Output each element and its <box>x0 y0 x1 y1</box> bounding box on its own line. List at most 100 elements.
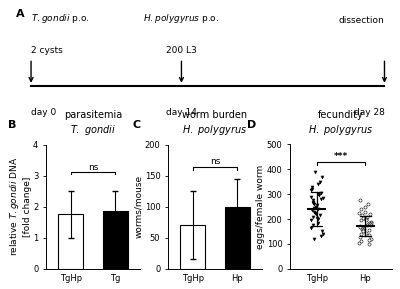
Point <box>357 235 363 239</box>
Point <box>366 233 372 238</box>
Text: ***: *** <box>334 152 348 161</box>
Point <box>311 202 318 206</box>
Point <box>363 230 369 235</box>
Point <box>366 221 372 225</box>
Point <box>308 218 314 223</box>
Point <box>360 225 366 230</box>
Point <box>319 232 326 236</box>
Point <box>366 242 372 246</box>
Point <box>359 227 366 231</box>
Point <box>312 170 318 174</box>
Text: dissection: dissection <box>339 16 384 25</box>
Point <box>318 197 324 201</box>
Text: day 14: day 14 <box>166 108 197 117</box>
Point <box>318 191 324 195</box>
Text: A: A <box>16 9 25 19</box>
Point <box>364 202 371 206</box>
Point <box>315 221 321 225</box>
Text: D: D <box>247 120 256 130</box>
Point <box>358 232 364 236</box>
Point <box>360 228 367 233</box>
Point <box>356 210 363 215</box>
Point <box>316 179 323 184</box>
Bar <box>58 214 83 269</box>
Text: 200 L3: 200 L3 <box>166 46 197 55</box>
Point <box>319 229 326 234</box>
Point <box>368 219 374 224</box>
Point <box>356 240 362 245</box>
Point <box>358 218 364 223</box>
Text: worm burden: worm burden <box>182 110 248 120</box>
Point <box>366 227 373 232</box>
Text: $\it{T.\ gondii}$: $\it{T.\ gondii}$ <box>70 123 116 137</box>
Point <box>364 214 370 219</box>
Point <box>362 209 368 214</box>
Point <box>357 198 364 203</box>
Point <box>308 225 314 230</box>
Point <box>313 212 319 216</box>
Text: C: C <box>132 120 140 130</box>
Point <box>313 204 319 209</box>
Point <box>310 199 316 204</box>
Point <box>320 196 326 200</box>
Point <box>314 216 320 220</box>
Point <box>309 208 315 213</box>
Point <box>358 224 365 229</box>
Y-axis label: eggs/female worm: eggs/female worm <box>256 164 265 249</box>
Bar <box>225 207 250 269</box>
Point <box>356 225 363 229</box>
Text: B: B <box>8 120 17 130</box>
Point <box>363 222 370 227</box>
Text: $\it{H.\ polygyrus}$: $\it{H.\ polygyrus}$ <box>308 123 374 137</box>
Point <box>309 223 316 228</box>
Point <box>361 226 367 231</box>
Point <box>310 201 316 205</box>
Point <box>311 209 317 214</box>
Point <box>315 217 321 221</box>
Bar <box>180 225 205 269</box>
Point <box>309 187 316 192</box>
Point <box>315 207 321 212</box>
Point <box>367 212 374 216</box>
Point <box>311 237 318 241</box>
Point <box>310 198 316 203</box>
Point <box>368 223 374 228</box>
Text: $\it{H. polygyrus}$ p.o.: $\it{H. polygyrus}$ p.o. <box>143 12 220 25</box>
Text: fecundity: fecundity <box>318 110 364 120</box>
Text: day 28: day 28 <box>354 108 384 117</box>
Point <box>318 234 324 239</box>
Point <box>357 207 364 212</box>
Point <box>362 217 369 221</box>
Point <box>360 216 366 220</box>
Point <box>367 222 374 226</box>
Point <box>314 203 320 208</box>
Point <box>366 238 372 242</box>
Text: $\it{T. gondii}$ p.o.: $\it{T. gondii}$ p.o. <box>31 12 90 25</box>
Text: 2 cysts: 2 cysts <box>31 46 63 55</box>
Point <box>368 237 375 241</box>
Point <box>308 194 314 199</box>
Point <box>359 213 366 218</box>
Point <box>363 217 369 222</box>
Point <box>357 223 363 228</box>
Point <box>317 213 324 218</box>
Point <box>316 193 322 198</box>
Point <box>309 184 316 189</box>
Point <box>311 205 317 210</box>
Point <box>359 229 366 234</box>
Point <box>315 182 321 187</box>
Y-axis label: relative $\it{T.gondii}$ DNA
[fold change]: relative $\it{T.gondii}$ DNA [fold chang… <box>8 157 32 256</box>
Point <box>319 175 326 179</box>
Point <box>368 221 374 226</box>
Point <box>312 210 318 215</box>
Text: parasitemia: parasitemia <box>64 110 122 120</box>
Text: day 0: day 0 <box>31 108 56 117</box>
Point <box>308 188 314 193</box>
Y-axis label: worms/mouse: worms/mouse <box>134 175 143 238</box>
Point <box>315 192 321 197</box>
Text: $\it{H.\ polygyrus}$: $\it{H.\ polygyrus}$ <box>182 123 248 137</box>
Point <box>358 239 365 244</box>
Text: ns: ns <box>210 157 220 166</box>
Point <box>310 214 316 219</box>
Text: ns: ns <box>88 162 98 172</box>
